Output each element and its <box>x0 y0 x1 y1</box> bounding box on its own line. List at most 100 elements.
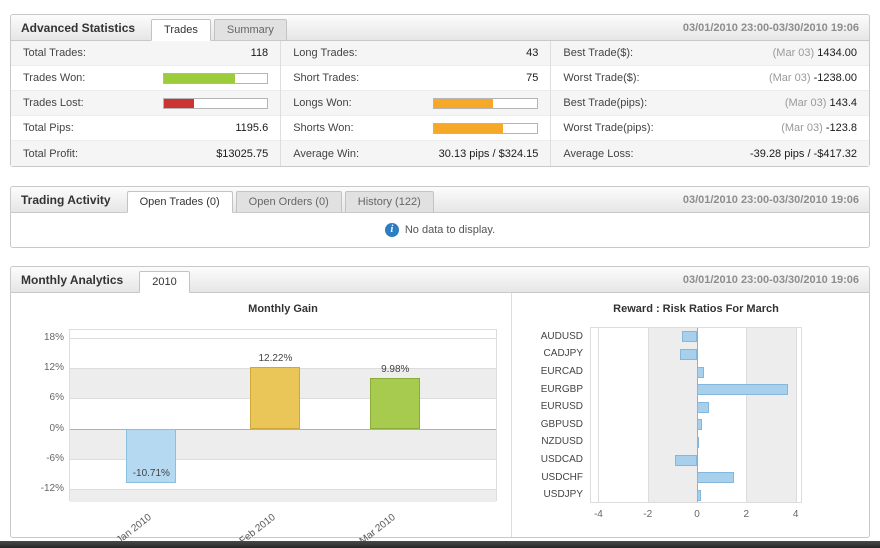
rr-bar-eurusd <box>697 401 710 413</box>
trading-activity-body: No data to display. <box>11 213 869 247</box>
stat-progress-fill <box>164 73 236 83</box>
gridline <box>795 328 797 502</box>
stat-row-worst-trade: Worst Trade($): (Mar 03) -1238.00 <box>551 66 870 91</box>
date-range: 03/01/2010 23:00-03/30/2010 19:06 <box>682 273 859 286</box>
tab-2010[interactable]: 2010 <box>139 271 190 293</box>
y-axis-label: 12% <box>43 361 64 373</box>
currency-label-eurgbp: EURGBP <box>540 383 583 395</box>
stat-progress-bar <box>433 122 539 134</box>
stat-label: Long Trades: <box>293 47 358 59</box>
stat-row-longs-won: Longs Won: <box>281 91 551 116</box>
stat-progress-fill <box>434 123 504 133</box>
stat-progress-fill <box>164 98 195 108</box>
chart-title: Monthly Gain <box>248 303 318 315</box>
stat-value-date: (Mar 03) <box>784 97 830 109</box>
currency-label-usdjpy: USDJPY <box>543 489 583 501</box>
currency-label-usdchf: USDCHF <box>541 471 583 483</box>
gain-bar-value: -10.71% <box>132 467 170 479</box>
gridline <box>70 489 496 491</box>
gain-bar-mar-2010 <box>370 378 421 429</box>
date-range: 03/01/2010 23:00-03/30/2010 19:06 <box>682 21 859 34</box>
monthly-analytics-tabs: 2010 <box>139 271 192 293</box>
gain-bar-value: 12.22% <box>258 352 293 364</box>
currency-label-cadjpy: CADJPY <box>543 348 583 360</box>
panel-title: Advanced Statistics <box>21 20 136 35</box>
stat-row-total-pips: Total Pips: 1195.6 <box>11 116 281 141</box>
stat-value-text: 1434.00 <box>817 47 858 59</box>
currency-label-audusd: AUDUSD <box>540 330 583 342</box>
stat-value: 118 <box>251 47 269 59</box>
stat-label: Best Trade($): <box>563 47 634 59</box>
currency-label-eurcad: EURCAD <box>540 366 583 377</box>
stat-value-text: -123.8 <box>825 122 858 134</box>
stat-value-text: $13025.75 <box>216 147 269 160</box>
rr-bar-gbpusd <box>697 419 702 431</box>
trading-activity-header: Trading Activity Open Trades (0) Open Ord… <box>11 187 869 213</box>
monthly-analytics-header: Monthly Analytics 2010 03/01/2010 23:00-… <box>11 267 869 293</box>
stat-value: -39.28 pips / -$417.32 <box>750 148 857 160</box>
x-axis-label: -4 <box>593 509 603 520</box>
stat-label: Worst Trade(pips): <box>563 122 654 134</box>
stat-row-shorts-won: Shorts Won: <box>281 116 551 141</box>
tab-trades[interactable]: Trades <box>151 19 211 41</box>
tab-open-orders-0[interactable]: Open Orders (0) <box>235 191 342 213</box>
stat-progress-bar <box>433 97 539 109</box>
currency-label-nzdusd: NZDUSD <box>541 436 583 448</box>
y-axis-label: 6% <box>49 392 64 404</box>
stat-value: (Mar 03) 1434.00 <box>773 47 857 59</box>
gridline <box>598 328 600 502</box>
stat-value: 30.13 pips / $324.15 <box>439 148 539 160</box>
stats-column-2: Long Trades: 43 Short Trades: 75 Longs Won: S… <box>281 41 552 166</box>
stat-value-text: 118 <box>250 47 269 59</box>
y-axis-label: 18% <box>43 331 64 343</box>
x-axis-label: 4 <box>792 509 799 520</box>
stats-column-3: Best Trade($): (Mar 03) 1434.00 Worst Trad… <box>551 41 870 166</box>
rr-bar-cadjpy <box>679 348 697 360</box>
advanced-statistics-header: Advanced Statistics Trades Summary 03/01/… <box>11 15 869 41</box>
stat-row-short-trades: Short Trades: 75 <box>281 66 551 91</box>
rr-bar-usdchf <box>697 472 734 484</box>
stats-column-1: Total Trades: 118 Trades Won: Trades Lost: T… <box>11 41 282 166</box>
gridline <box>746 328 748 502</box>
stat-label: Worst Trade($): <box>563 72 640 84</box>
plot-band <box>70 489 496 502</box>
stats-grid: Total Trades: 118 Trades Won: Trades Lost: T… <box>11 41 870 166</box>
tab-history-122[interactable]: History (122) <box>344 191 434 213</box>
stat-row-long-trades: Long Trades: 43 <box>281 41 551 66</box>
stat-row-trades-won: Trades Won: <box>11 66 281 91</box>
trading-activity-panel: Trading Activity Open Trades (0) Open Ord… <box>10 186 870 248</box>
charts-area: Monthly Gain 18% 12% 6% 0% -6% -12% -10.71% Jan… <box>11 293 869 547</box>
stat-value: (Mar 03) -123.8 <box>781 122 857 134</box>
stat-row-total-trades: Total Trades: 118 <box>11 41 281 66</box>
no-data-message: No data to display. <box>404 224 496 236</box>
stat-row-total-profit: Total Profit: $13025.75 <box>11 141 281 166</box>
x-axis-label: 0 <box>694 509 700 520</box>
stat-row-trades-lost: Trades Lost: <box>11 91 281 116</box>
tab-summary[interactable]: Summary <box>213 19 287 41</box>
rr-bar-nzdusd <box>697 436 700 448</box>
y-axis-label: 0% <box>49 422 64 434</box>
currency-label-gbpusd: GBPUSD <box>540 418 583 430</box>
stat-label: Short Trades: <box>293 72 360 84</box>
stat-progress-bar <box>163 97 269 109</box>
gain-bar-feb-2010 <box>250 366 301 429</box>
stat-value-text: 1195.6 <box>235 122 269 134</box>
rr-bar-eurcad <box>697 366 705 378</box>
stat-label: Total Profit: <box>23 147 79 160</box>
stat-value-text: -1238.00 <box>813 72 858 84</box>
date-range: 03/01/2010 23:00-03/30/2010 19:06 <box>682 193 859 206</box>
gridline <box>70 428 496 430</box>
gridline <box>70 459 496 460</box>
stat-label: Best Trade(pips): <box>563 97 648 109</box>
stat-value-text: 30.13 pips / $324.15 <box>438 147 539 160</box>
panel-title: Monthly Analytics <box>21 272 124 287</box>
stat-value-date: (Mar 03) <box>772 47 818 59</box>
x-axis-label: -2 <box>643 509 653 520</box>
gridline <box>697 328 698 502</box>
tab-open-trades-0[interactable]: Open Trades (0) <box>126 191 233 213</box>
stat-value: (Mar 03) -1238.00 <box>769 72 857 84</box>
stat-value-text: 143.4 <box>829 97 858 109</box>
advanced-statistics-tabs: Trades Summary <box>151 19 290 41</box>
trading-activity-tabs: Open Trades (0) Open Orders (0) History (1… <box>126 191 437 213</box>
y-axis-label: -6% <box>46 453 64 464</box>
